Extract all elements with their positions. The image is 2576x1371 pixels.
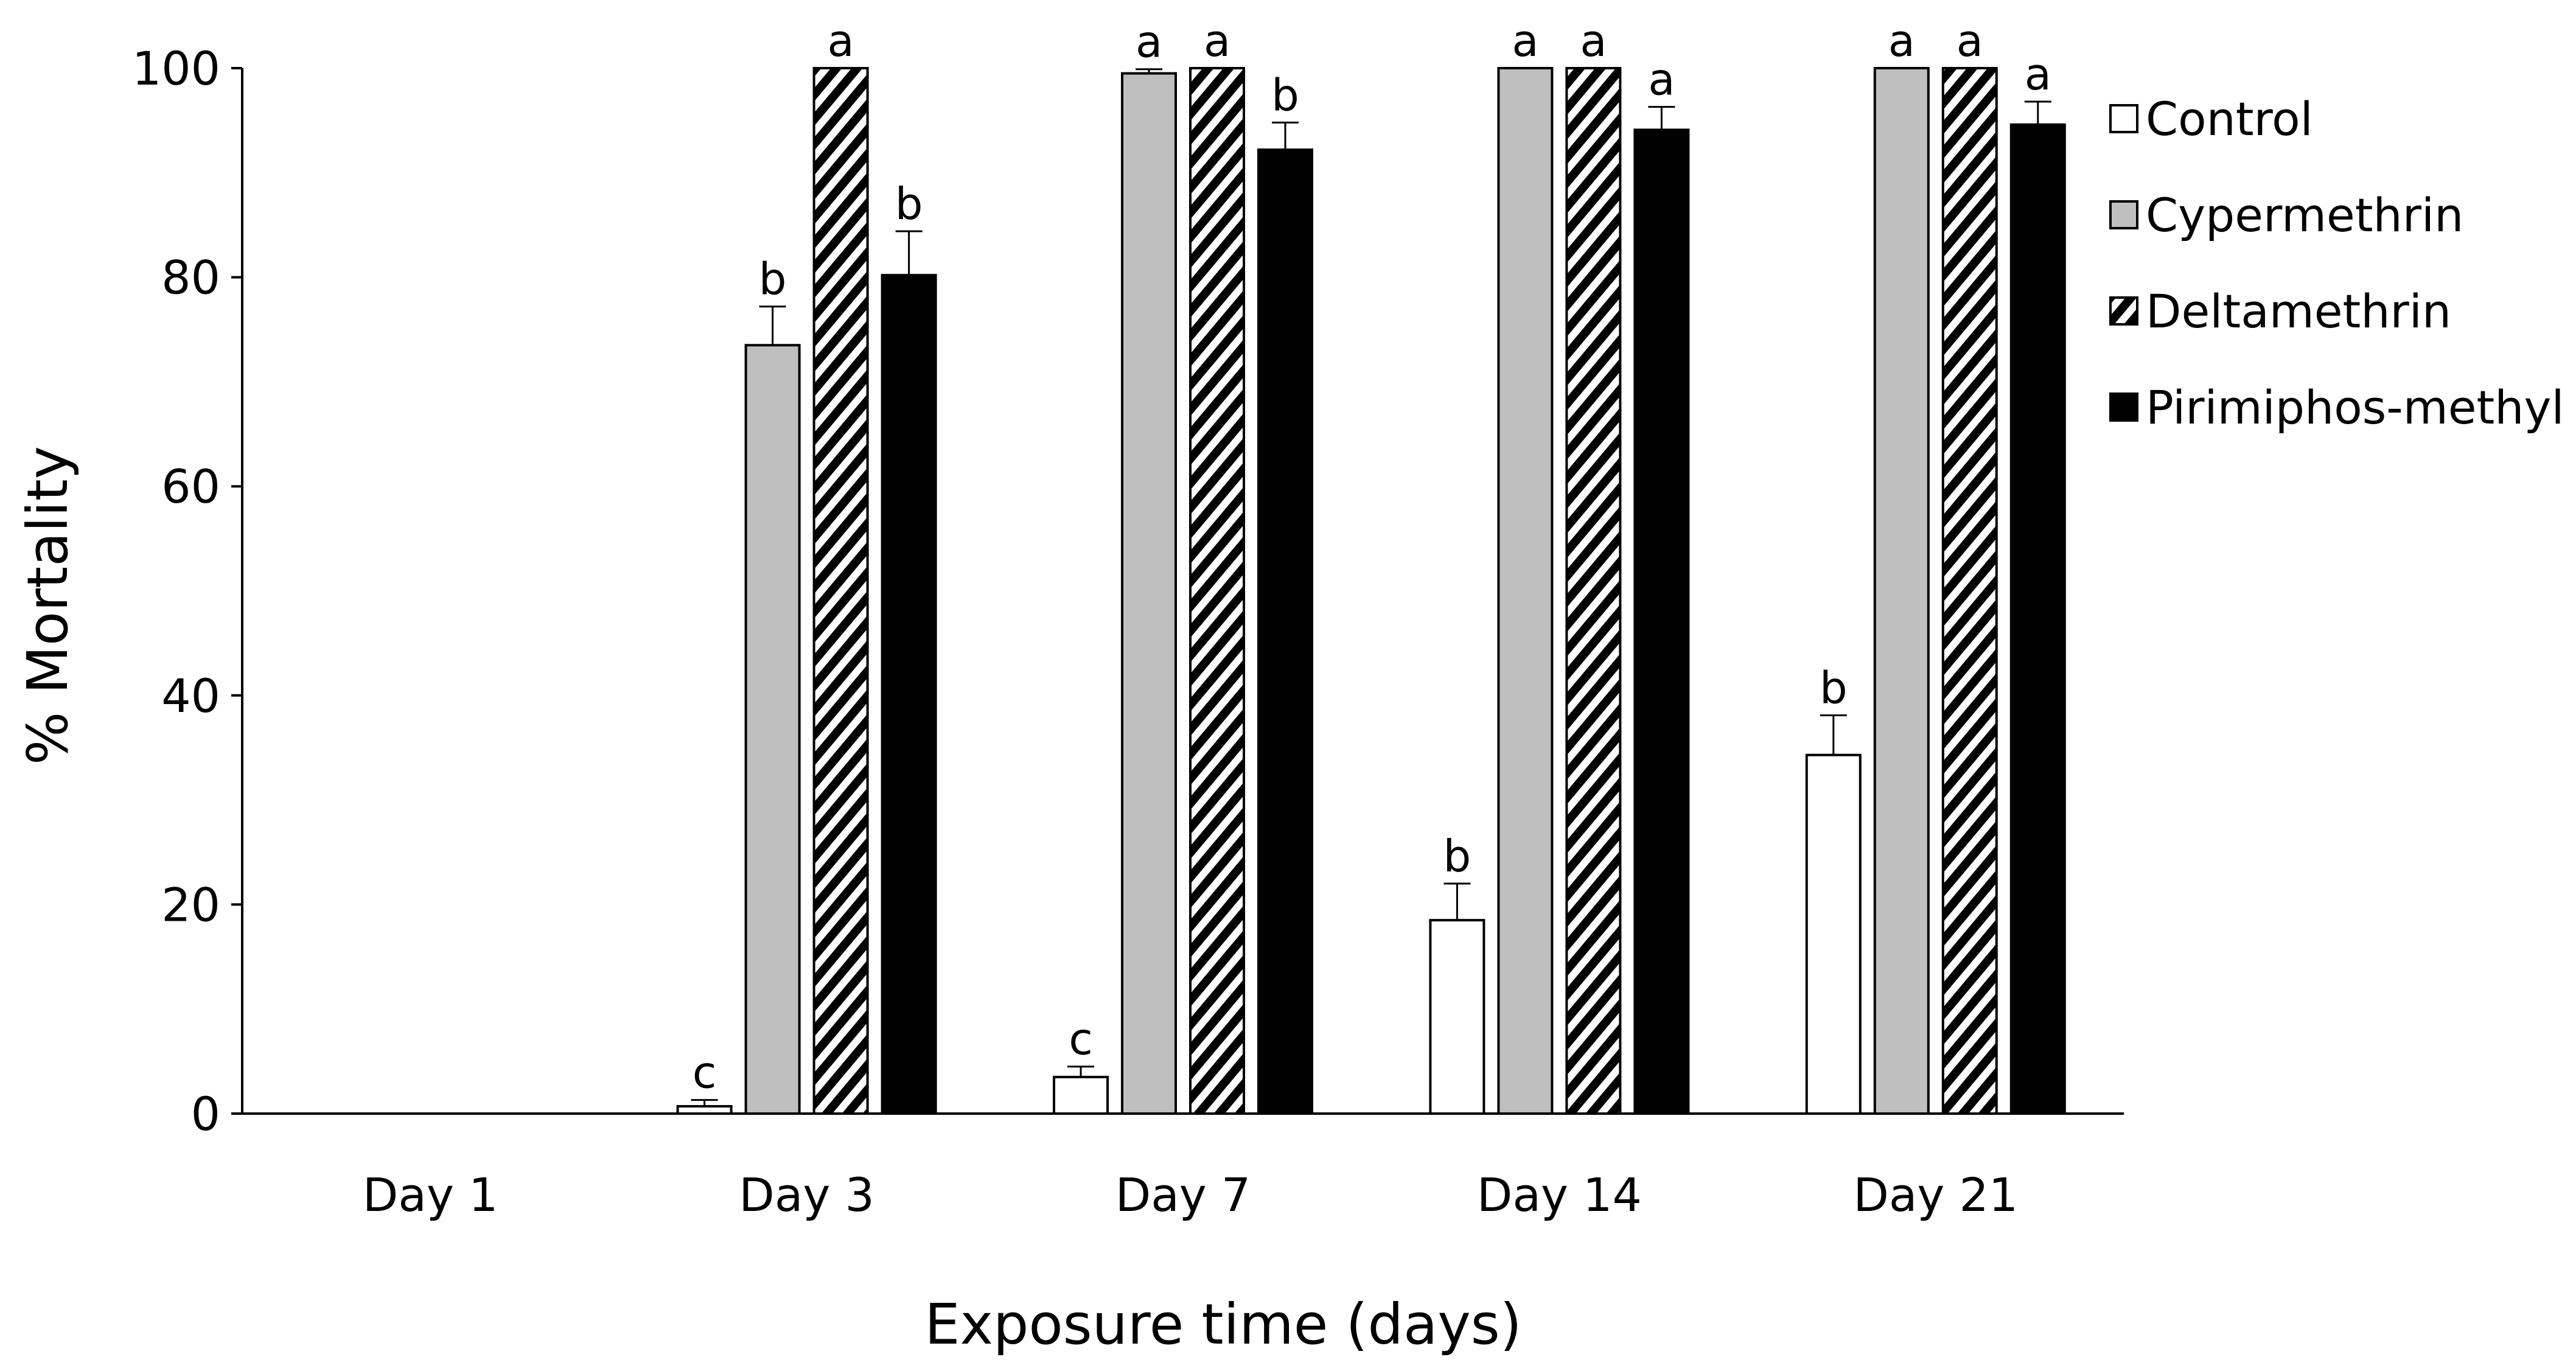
y-tick-label: 80 (161, 251, 220, 305)
y-tick-label: 40 (161, 669, 220, 723)
legend-swatch-control (2109, 104, 2138, 133)
legend-label-deltamethrin: Deltamethrin (2146, 284, 2451, 338)
significance-letter: b (1271, 69, 1299, 120)
bar-pirimiphos-methyl (881, 274, 937, 1115)
bar-cypermethrin (1497, 67, 1554, 1115)
significance-letter: a (1956, 15, 1983, 66)
x-tick-label: Day 1 (363, 1168, 498, 1222)
significance-letter: a (828, 15, 854, 66)
legend-label-control: Control (2146, 92, 2313, 146)
significance-letter: a (1204, 15, 1230, 66)
legend-swatch-cypermethrin (2109, 200, 2138, 229)
bar-control (1429, 919, 1485, 1115)
bar-deltamethrin (1941, 67, 1998, 1115)
legend-swatch-pirimiphos-methyl (2109, 392, 2138, 422)
significance-letter: a (1888, 15, 1915, 66)
bar-cypermethrin (1121, 72, 1177, 1115)
x-tick-label: Day 14 (1477, 1168, 1642, 1222)
legend-swatch-deltamethrin (2109, 296, 2138, 326)
bar-pirimiphos-methyl (1257, 148, 1313, 1115)
bar-pirimiphos-methyl (1633, 128, 1690, 1115)
x-tick-label: Day 21 (1853, 1168, 2018, 1222)
significance-letter: b (895, 178, 923, 229)
significance-letter: a (1648, 54, 1675, 105)
significance-letter: a (1580, 15, 1607, 66)
significance-letter: b (1443, 831, 1471, 882)
bar-control (676, 1104, 733, 1115)
bar-deltamethrin (1565, 67, 1622, 1115)
legend-label-cypermethrin: Cypermethrin (2146, 188, 2463, 242)
significance-letter: a (1136, 16, 1162, 68)
x-tick-label: Day 7 (1115, 1168, 1251, 1222)
significance-letter: a (1512, 15, 1538, 66)
y-axis-title: % Mortality (15, 446, 80, 765)
legend-label-pirimiphos-methyl: Pirimiphos-methyl (2146, 380, 2564, 434)
significance-letter: a (2025, 49, 2051, 100)
y-tick-label: 100 (132, 41, 220, 96)
bar-deltamethrin (812, 67, 869, 1115)
significance-letter: b (1820, 662, 1848, 713)
bar-cypermethrin (1873, 67, 1930, 1115)
significance-letter: c (1069, 1014, 1093, 1065)
y-tick-label: 60 (161, 459, 220, 514)
x-axis-title: Exposure time (days) (924, 1292, 1521, 1357)
bar-control (1805, 753, 1862, 1115)
bar-cypermethrin (744, 344, 801, 1115)
significance-letter: c (693, 1047, 717, 1098)
y-tick-label: 20 (161, 877, 220, 932)
bar-control (1053, 1075, 1109, 1115)
x-tick-label: Day 3 (739, 1168, 874, 1222)
bar-pirimiphos-methyl (2009, 123, 2066, 1115)
bar-deltamethrin (1189, 67, 1245, 1115)
y-tick-label: 0 (191, 1087, 220, 1141)
significance-letter: b (759, 254, 787, 305)
